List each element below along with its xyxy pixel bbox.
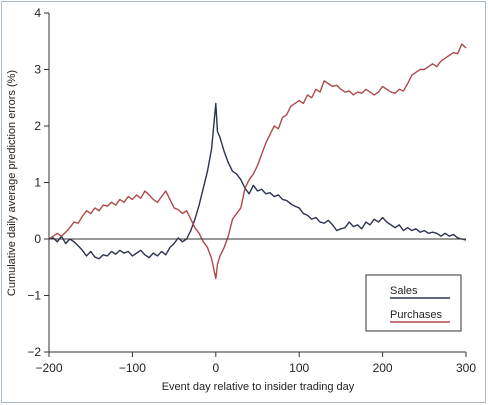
legend-label-sales: Sales	[390, 285, 418, 297]
y-tick-label: 1	[34, 176, 41, 190]
y-tick-label: 3	[34, 63, 41, 77]
x-tick-label: 200	[373, 361, 393, 375]
x-tick-label: −100	[119, 361, 146, 375]
x-axis-label: Event day relative to insider trading da…	[162, 381, 355, 393]
x-tick-label: 300	[456, 361, 476, 375]
y-ticks: −2 −1 0 1 2 3 4	[27, 6, 49, 359]
legend-label-purchases: Purchases	[390, 309, 442, 321]
series-line-sales	[48, 102, 467, 260]
y-tick-label: 4	[34, 6, 41, 20]
x-tick-label: 100	[289, 361, 309, 375]
x-ticks: −200 −100 0 100 200 300	[35, 352, 476, 375]
x-tick-label: 0	[212, 361, 219, 375]
y-tick-label: 2	[34, 119, 41, 133]
x-tick-label: −200	[35, 361, 62, 375]
y-tick-label: −1	[27, 289, 41, 303]
y-axis-label: Cumulative daily average prediction erro…	[6, 70, 18, 296]
series-line-purchases	[48, 43, 467, 280]
y-tick-label: −2	[27, 345, 41, 359]
y-tick-label: 0	[34, 232, 41, 246]
legend: Sales Purchases	[365, 274, 462, 332]
plot-lines	[48, 43, 467, 280]
